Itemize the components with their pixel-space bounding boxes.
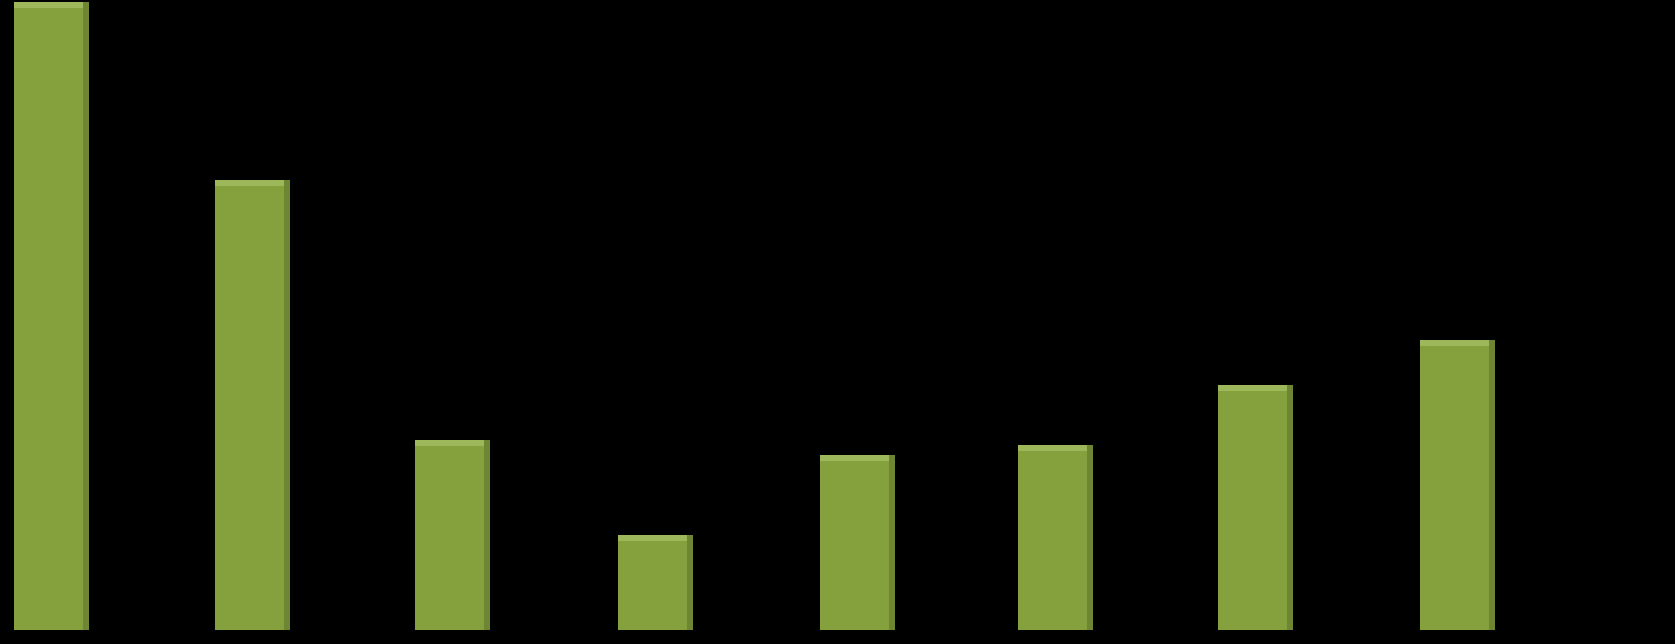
bar-face — [618, 535, 693, 630]
bar-bevel-top — [215, 180, 290, 186]
bar-1 — [14, 2, 89, 630]
bar-bevel-right — [889, 455, 895, 630]
bar-bevel-top — [820, 455, 895, 461]
bar-bevel-top — [1018, 445, 1093, 451]
bar-bevel-top — [14, 2, 89, 8]
bar-3 — [415, 440, 490, 630]
bar-bevel-right — [284, 180, 290, 630]
bar-chart — [0, 0, 1675, 644]
bar-6 — [1018, 445, 1093, 630]
bar-4 — [618, 535, 693, 630]
bar-2 — [215, 180, 290, 630]
bar-bevel-right — [1287, 385, 1293, 630]
bar-face — [1420, 340, 1495, 630]
bar-8 — [1420, 340, 1495, 630]
bar-bevel-right — [484, 440, 490, 630]
bar-face — [1218, 385, 1293, 630]
bar-bevel-right — [83, 2, 89, 630]
bar-face — [415, 440, 490, 630]
bar-bevel-top — [415, 440, 490, 446]
bar-5 — [820, 455, 895, 630]
bar-bevel-top — [1420, 340, 1495, 346]
bar-7 — [1218, 385, 1293, 630]
bar-bevel-right — [1489, 340, 1495, 630]
bar-face — [215, 180, 290, 630]
bar-bevel-right — [1087, 445, 1093, 630]
bar-face — [14, 2, 89, 630]
bar-bevel-right — [687, 535, 693, 630]
bar-face — [820, 455, 895, 630]
bar-bevel-top — [618, 535, 693, 541]
bar-bevel-top — [1218, 385, 1293, 391]
bar-face — [1018, 445, 1093, 630]
